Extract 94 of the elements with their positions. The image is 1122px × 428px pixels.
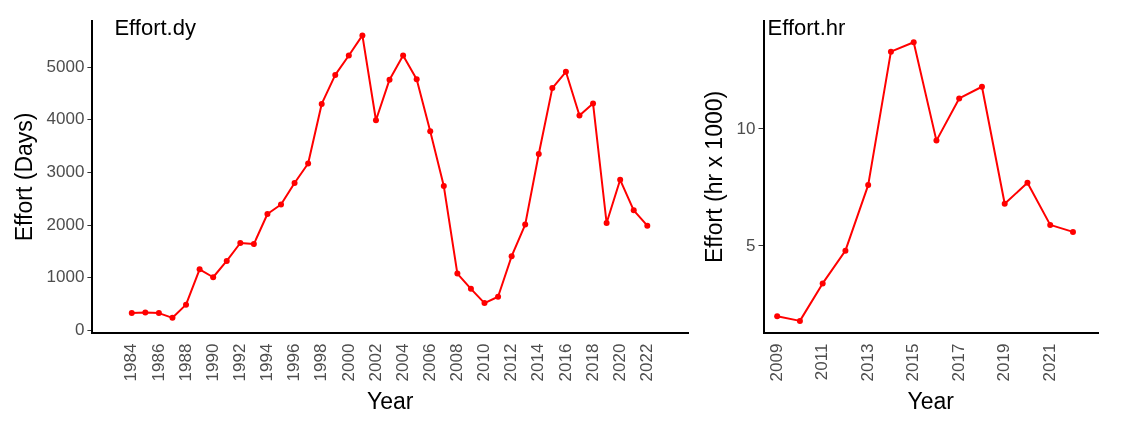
point [603,219,610,226]
x-axis-title: Year [366,387,414,414]
y-tick-label: 5 [746,235,756,255]
y-axis-title: Effort (hr x 1000) [701,90,728,263]
point [865,182,872,189]
point [142,309,149,316]
point [128,310,135,317]
point [264,211,271,218]
x-tick-label: 2004 [392,343,412,382]
point [1047,221,1054,228]
point [522,221,529,228]
point [223,257,230,264]
x-tick-label: 1990 [202,343,222,382]
x-tick-label: 2021 [1039,343,1059,382]
annotation: Effort.dy [114,15,196,41]
x-tick-label: 2016 [555,343,575,382]
y-tick-label: 4000 [46,109,85,129]
point [910,39,917,46]
point [332,71,339,78]
x-tick-label: 1998 [311,343,331,382]
point [796,317,803,324]
x-tick-label: 1994 [257,343,277,382]
x-tick-label: 2010 [474,343,494,382]
point [887,48,894,55]
point [1001,200,1008,207]
point [454,270,461,277]
point [467,285,474,292]
point [617,176,624,183]
x-tick-label: 2020 [609,343,629,382]
x-axis-title: Year [907,387,955,414]
point [1069,228,1076,235]
point [495,293,502,300]
point [956,95,963,102]
y-tick-label: 2000 [46,214,85,234]
x-tick-label: 2014 [528,343,548,382]
x-tick-label: 2006 [419,343,439,382]
point [774,313,781,320]
x-tick-label: 2022 [636,343,656,382]
x-tick-label: 2019 [994,343,1014,382]
x-tick-label: 2015 [903,343,923,382]
point [427,128,434,135]
point [644,222,651,229]
point [155,310,162,317]
point [196,266,203,273]
point [413,76,420,83]
point [630,207,637,214]
point [481,300,488,307]
point [562,68,569,75]
x-tick-label: 2009 [766,343,786,382]
annotation: Effort.hr [767,15,846,41]
y-tick-label: 3000 [46,162,85,182]
point [1024,179,1031,186]
point [576,112,583,119]
point [318,100,325,107]
x-tick-label: 2000 [338,343,358,382]
y-axis-title: Effort (Days) [11,112,38,242]
point [842,247,849,254]
point [250,241,257,248]
point [400,52,407,59]
point [210,274,217,281]
point [237,240,244,247]
x-tick-label: 2012 [501,343,521,382]
x-tick-label: 2018 [582,343,602,382]
point [508,253,515,260]
y-tick-label: 1000 [46,267,85,287]
point [440,183,447,190]
x-tick-label: 1988 [175,343,195,382]
point [978,83,985,90]
point [291,179,298,186]
point [305,160,312,167]
y-tick-label: 10 [736,118,756,138]
y-tick-label: 0 [74,320,85,340]
point [535,150,542,157]
point [386,76,393,83]
x-tick-label: 2002 [365,343,385,382]
x-tick-label: 1986 [148,343,168,382]
point [278,201,284,208]
point [549,85,556,92]
point [590,100,597,107]
point [819,280,826,287]
point [169,314,176,321]
x-tick-label: 1984 [121,343,141,382]
x-tick-label: 2017 [948,343,968,382]
point [372,117,379,124]
point [183,301,190,308]
point [345,52,352,59]
x-tick-label: 2011 [812,343,832,381]
point [933,137,940,144]
x-tick-label: 2013 [857,343,877,382]
x-tick-label: 1992 [229,343,249,382]
x-tick-label: 1996 [284,343,304,382]
x-tick-label: 2008 [447,343,467,382]
y-tick-label: 5000 [46,56,85,76]
point [359,32,366,39]
